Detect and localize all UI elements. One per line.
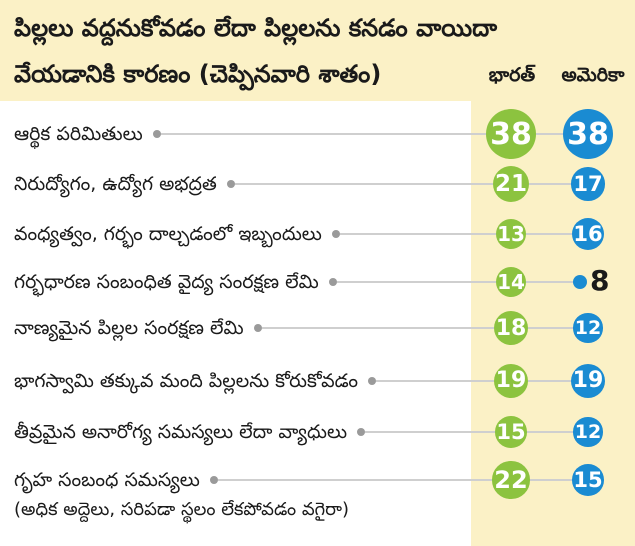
india-value-bubble: 19 (493, 363, 529, 399)
india-value-bubble: 13 (496, 219, 526, 249)
row-label: గర్భధారణ సంబంధిత వైద్య సంరక్షణ లేమి (14, 271, 319, 293)
leader-line-between (528, 380, 571, 382)
leader-line (160, 133, 486, 135)
legend-usa: అమెరికా (561, 64, 625, 86)
leader-line-between (528, 327, 574, 329)
leader-dot (357, 428, 366, 436)
leader-line (217, 479, 493, 481)
leader-line (339, 233, 496, 235)
india-value-bubble: 14 (495, 266, 527, 298)
usa-value-bubble: 12 (573, 313, 603, 343)
india-value-bubble: 38 (486, 109, 536, 159)
leader-dot (368, 377, 377, 385)
leader-line-between (526, 281, 575, 283)
india-value-bubble: 18 (494, 311, 528, 345)
row-label: భాగస్వామి తక్కువ మంది పిల్లలను కోరుకోవడం (14, 370, 359, 392)
leader-dot (226, 180, 235, 188)
leader-line-between (536, 133, 563, 135)
leader-line-between (529, 183, 572, 185)
legend-india: భారత్ (488, 64, 536, 86)
row-label: తీవ్రమైన అనారోగ్య సమస్యలు లేదా వ్యాధులు (14, 421, 348, 443)
usa-value-bubble: 15 (572, 464, 604, 496)
chart-title-line-1: పిల్లలు వద్దనుకోవడం లేదా పిల్లలను కనడం వ… (14, 14, 498, 42)
usa-value-bubble: 38 (563, 109, 613, 159)
leader-line (261, 327, 494, 329)
usa-value-label: 8 (590, 264, 610, 297)
leader-line-between (526, 233, 572, 235)
leader-line (336, 281, 496, 283)
india-value-bubble: 15 (495, 416, 527, 448)
leader-dot (152, 130, 161, 138)
leader-dot (331, 230, 340, 238)
usa-value-bubble: 12 (573, 417, 603, 447)
usa-value-bubble: 16 (571, 217, 605, 251)
row-sublabel: (అధిక అద్దెలు, సరిపడా స్థలం లేకపోవడం వగై… (14, 499, 350, 520)
leader-line-between (526, 431, 574, 433)
leader-dot (253, 324, 262, 332)
leader-line-between (529, 479, 573, 481)
india-value-bubble: 21 (492, 165, 530, 203)
leader-dot (209, 476, 218, 484)
india-value-bubble: 22 (492, 461, 530, 499)
leader-line (234, 183, 493, 185)
row-label: గృహ సంబంధ సమస్యలు (14, 469, 200, 491)
usa-value-marker (573, 275, 587, 289)
row-label: నిరుద్యోగం, ఉద్యోగ అభద్రత (14, 173, 217, 195)
row-label: వంధ్యత్వం, గర్భం దాల్చడంలో ఇబ్బందులు (14, 223, 322, 245)
usa-value-bubble: 17 (571, 167, 605, 201)
leader-dot (328, 278, 337, 286)
leader-line (376, 380, 494, 382)
chart-title-line-2: వేయడానికి కారణం (చెప్పినవారి శాతం) (14, 60, 382, 88)
usa-value-bubble: 19 (570, 363, 606, 399)
row-label: నాణ్యమైన పిల్లల సంరక్షణ లేమి (14, 317, 244, 339)
leader-line (365, 431, 496, 433)
row-label: ఆర్థిక పరిమితులు (14, 123, 143, 145)
